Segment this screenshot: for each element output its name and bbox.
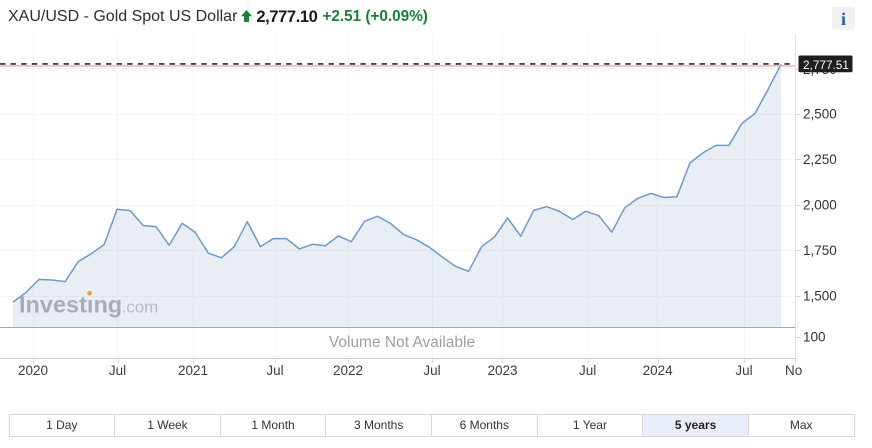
- svg-text:Investıng: Investıng: [19, 292, 122, 318]
- svg-text:2,777.51: 2,777.51: [803, 58, 849, 72]
- svg-text:100: 100: [803, 330, 826, 345]
- svg-text:2020: 2020: [18, 363, 48, 378]
- svg-text:Jul: Jul: [266, 363, 283, 378]
- svg-text:2,000: 2,000: [803, 198, 837, 213]
- svg-text:Jul: Jul: [423, 363, 440, 378]
- svg-text:1,750: 1,750: [803, 243, 837, 258]
- svg-text:Volume Not Available: Volume Not Available: [329, 334, 475, 351]
- svg-text:2,250: 2,250: [803, 152, 837, 167]
- svg-text:Jul: Jul: [735, 363, 752, 378]
- svg-text:2,500: 2,500: [803, 107, 837, 122]
- svg-text:No: No: [785, 363, 802, 378]
- svg-text:1,500: 1,500: [803, 289, 837, 304]
- svg-text:2022: 2022: [333, 363, 363, 378]
- svg-text:Jul: Jul: [579, 363, 596, 378]
- svg-text:Jul: Jul: [109, 363, 126, 378]
- svg-text:2023: 2023: [487, 363, 517, 378]
- svg-text:.com: .com: [122, 298, 159, 317]
- svg-text:2021: 2021: [178, 363, 208, 378]
- svg-text:2024: 2024: [643, 363, 674, 378]
